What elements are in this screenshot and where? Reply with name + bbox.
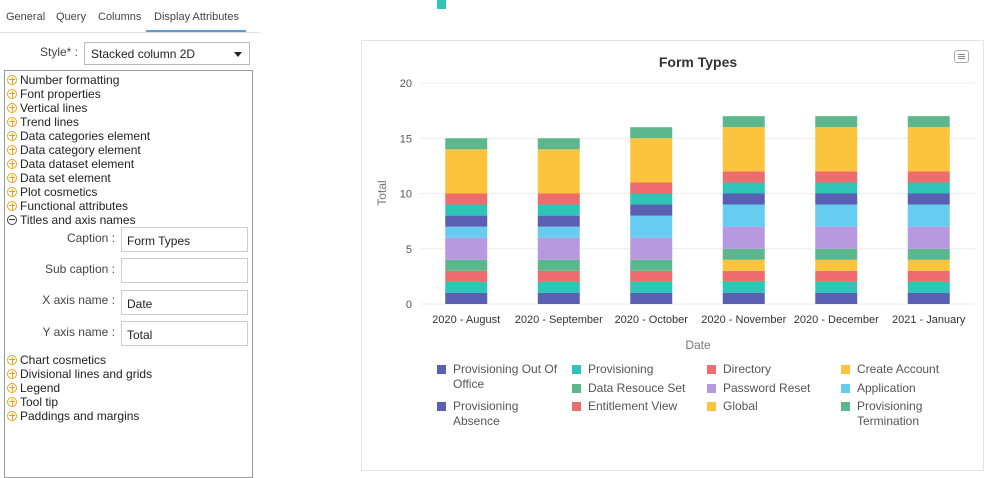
style-label: Style* :: [40, 45, 79, 59]
tab-bar: General Query Columns Display Attributes: [0, 0, 260, 33]
tree-item-plot-cosmetics[interactable]: Plot cosmetics: [7, 185, 97, 199]
tree-item-label: Titles and axis names: [20, 213, 136, 227]
tree-item-functional-attributes[interactable]: Functional attributes: [7, 199, 128, 213]
tree-item-data-dataset-element[interactable]: Data dataset element: [7, 157, 134, 171]
tree-item-data-categories-element[interactable]: Data categories element: [7, 129, 150, 143]
tab-display-attributes[interactable]: Display Attributes: [154, 11, 239, 23]
tree-item-label: Tool tip: [20, 395, 59, 409]
legend-swatch: [437, 0, 446, 9]
tree-item-label: Data dataset element: [20, 157, 135, 171]
chevron-down-icon: [234, 52, 242, 57]
subcaption-label: Sub caption :: [44, 262, 115, 276]
tab-columns[interactable]: Columns: [98, 11, 142, 23]
expand-icon: [7, 201, 17, 211]
expand-icon: [7, 173, 17, 183]
tree-item-label: Number formatting: [20, 73, 120, 87]
expand-icon: [7, 411, 17, 421]
yaxis-name-label: Y axis name :: [42, 325, 115, 339]
chart-card: [361, 40, 984, 471]
xaxis-name-label: X axis name :: [42, 293, 115, 307]
tree-item-divisional-lines[interactable]: Divisional lines and grids: [7, 367, 152, 381]
active-tab-indicator: [146, 30, 246, 32]
expand-icon: [7, 369, 17, 379]
tree-item-label: Data categories element: [20, 129, 151, 143]
expand-icon: [7, 145, 17, 155]
tree-item-font-properties[interactable]: Font properties: [7, 87, 101, 101]
tree-item-data-set-element[interactable]: Data set element: [7, 171, 111, 185]
expand-icon: [7, 117, 17, 127]
tree-item-trend-lines[interactable]: Trend lines: [7, 115, 79, 129]
expand-icon: [7, 397, 17, 407]
legend-label: Role Set: [453, 0, 500, 3]
tree-item-tool-tip[interactable]: Tool tip: [7, 395, 58, 409]
tree-item-label: Legend: [20, 381, 61, 395]
tab-query[interactable]: Query: [56, 11, 86, 23]
tree-item-label: Paddings and margins: [20, 409, 140, 423]
tree-item-label: Trend lines: [20, 115, 79, 129]
expand-icon: [7, 159, 17, 169]
expand-icon: [7, 75, 17, 85]
tree-item-label: Chart cosmetics: [20, 353, 107, 367]
tree-item-legend[interactable]: Legend: [7, 381, 60, 395]
tree-item-number-formatting[interactable]: Number formatting: [7, 73, 119, 87]
tree-item-chart-cosmetics[interactable]: Chart cosmetics: [7, 353, 106, 367]
expand-icon: [7, 131, 17, 141]
tree-item-label: Font properties: [20, 87, 101, 101]
caption-label: Caption :: [66, 231, 115, 245]
tree-item-label: Functional attributes: [20, 199, 129, 213]
caption-input[interactable]: Form Types: [121, 227, 248, 252]
yaxis-name-input[interactable]: Total: [121, 321, 248, 346]
tab-general[interactable]: General: [6, 11, 46, 23]
expand-icon: [7, 187, 17, 197]
tree-item-label: Plot cosmetics: [20, 185, 98, 199]
tree-item-label: Divisional lines and grids: [20, 367, 153, 381]
expand-icon: [7, 383, 17, 393]
tree-item-label: Vertical lines: [20, 101, 88, 115]
tree-item-vertical-lines[interactable]: Vertical lines: [7, 101, 87, 115]
expand-icon: [7, 103, 17, 113]
style-select[interactable]: Stacked column 2D: [84, 42, 250, 65]
attributes-panel: Number formatting Font properties Vertic…: [4, 70, 253, 478]
chart-menu-button[interactable]: [954, 50, 969, 63]
collapse-icon: [7, 215, 17, 225]
tab-divider: [0, 32, 260, 33]
tree-item-label: Data category element: [20, 143, 141, 157]
subcaption-input[interactable]: [121, 258, 248, 283]
style-select-value: Stacked column 2D: [91, 47, 196, 61]
expand-icon: [7, 89, 17, 99]
xaxis-name-input[interactable]: Date: [121, 290, 248, 315]
tree-item-label: Data set element: [20, 171, 111, 185]
tree-item-paddings-margins[interactable]: Paddings and margins: [7, 409, 139, 423]
expand-icon: [7, 355, 17, 365]
tree-item-data-category-element[interactable]: Data category element: [7, 143, 141, 157]
tree-item-titles-and-axis-names[interactable]: Titles and axis names: [7, 213, 136, 227]
